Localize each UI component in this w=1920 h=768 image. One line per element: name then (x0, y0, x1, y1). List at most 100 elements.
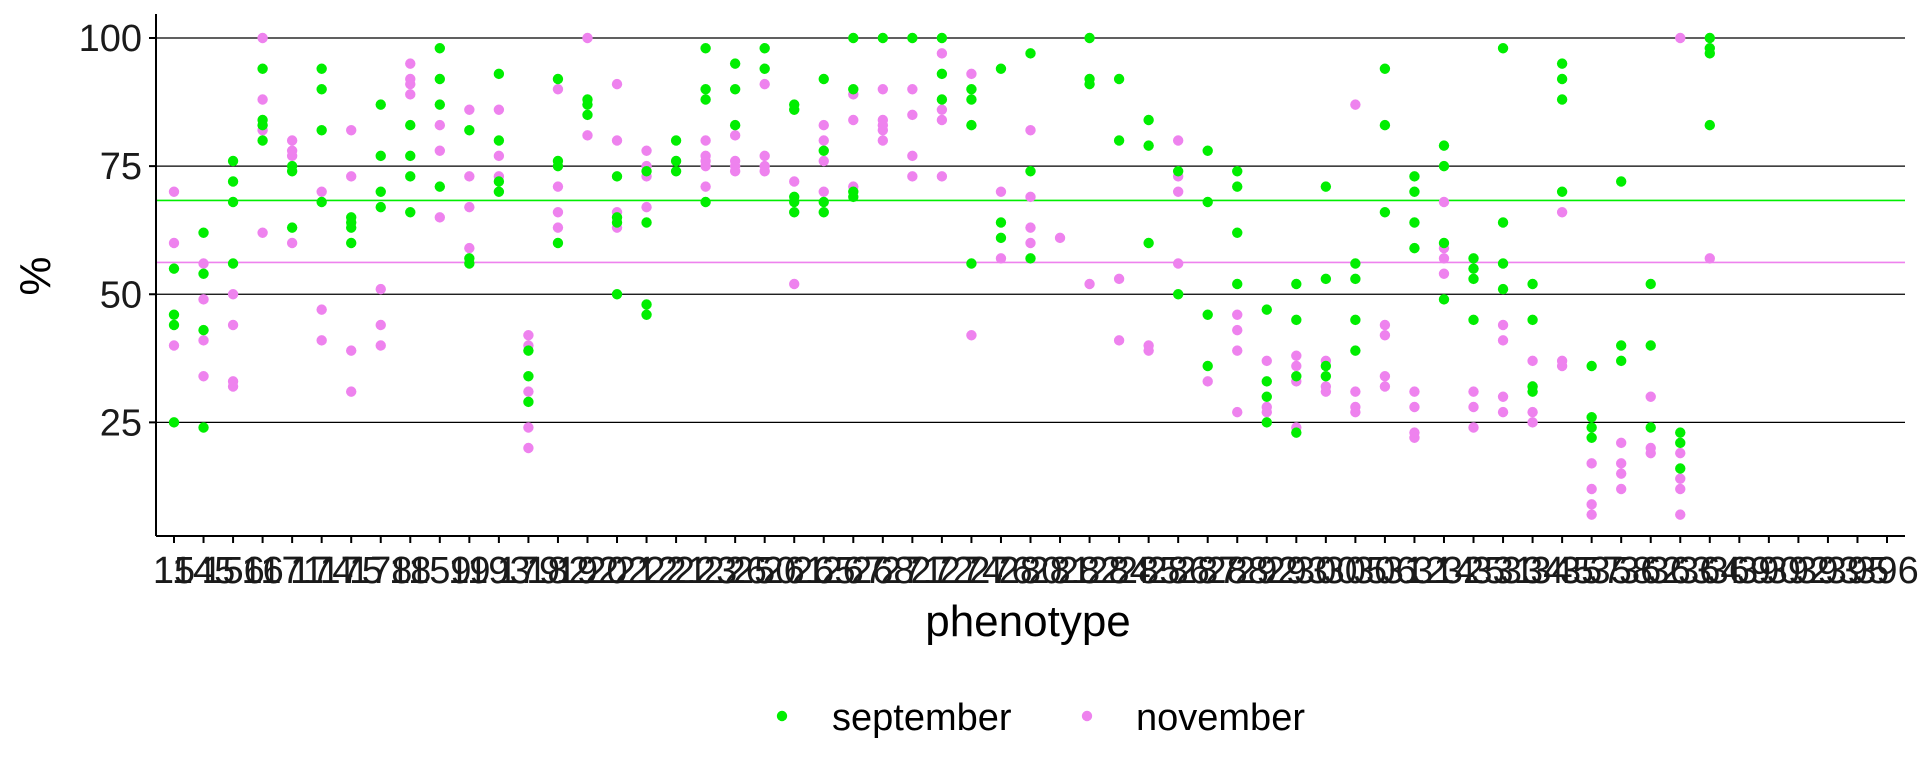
november-point (434, 119, 446, 131)
november-point (1468, 422, 1479, 433)
september-point (257, 63, 268, 74)
november-point (434, 212, 446, 223)
november-point (1586, 499, 1597, 510)
x-tick-label: 274 (940, 550, 1003, 592)
november-point (316, 304, 327, 315)
november-point (641, 145, 652, 156)
september-point (1704, 32, 1715, 44)
november-point (1438, 253, 1450, 264)
september-point (611, 171, 623, 182)
november-point (789, 176, 800, 187)
november-point (1645, 391, 1656, 402)
x-tick-label: 288 (1206, 550, 1269, 592)
september-point (670, 166, 682, 177)
september-point (1468, 273, 1479, 285)
x-tick-label: 282 (1058, 550, 1121, 592)
september-point (198, 324, 209, 336)
november-point (286, 237, 298, 249)
september-point (700, 94, 711, 105)
september-point (1675, 427, 1686, 438)
november-point (168, 340, 180, 351)
november-point (1704, 253, 1715, 264)
september-point (641, 309, 652, 320)
september-point (936, 68, 948, 80)
november-point (1438, 196, 1450, 208)
november-point (198, 335, 209, 346)
x-tick-label: 19 (448, 550, 490, 592)
x-tick-label: 174 (290, 550, 353, 592)
september-point (1291, 314, 1302, 326)
november-point (552, 222, 564, 233)
september-point (1261, 391, 1272, 402)
september-point (1675, 437, 1686, 449)
september-point (1261, 304, 1272, 315)
september-point (286, 166, 298, 177)
september-point (1232, 166, 1243, 177)
september-point (582, 109, 593, 121)
september-point (1438, 237, 1450, 249)
november-point (700, 181, 711, 192)
september-point (936, 32, 948, 44)
september-point (375, 150, 386, 162)
september-point (1350, 258, 1361, 269)
x-tick-label: 284 (1087, 550, 1150, 592)
september-point (1320, 273, 1332, 285)
x-tick-label: 265 (792, 550, 855, 592)
november-point (1586, 483, 1597, 495)
x-tick-label: 271 (881, 550, 944, 592)
september-point (995, 63, 1007, 74)
y-tick-label: 50 (100, 274, 142, 316)
y-axis-title: % (11, 256, 60, 295)
september-point (729, 58, 741, 69)
september-point (1084, 78, 1095, 90)
x-tick-label: 171 (260, 550, 323, 592)
september-point (1645, 278, 1656, 290)
september-point (670, 155, 682, 167)
september-point (1232, 227, 1243, 238)
november-point (1379, 371, 1391, 382)
september-point (641, 217, 652, 228)
november-point (966, 330, 977, 341)
november-point (375, 283, 386, 295)
november-point (552, 207, 564, 218)
september-point (375, 99, 386, 110)
september-point (818, 73, 829, 85)
september-point (552, 160, 564, 172)
x-tick-label: 292 (1235, 550, 1298, 592)
september-point (966, 258, 977, 269)
x-tick-label: 305 (1324, 550, 1387, 592)
november-point (1556, 207, 1568, 218)
november-point (1527, 406, 1538, 418)
november-point (523, 386, 534, 397)
september-point (818, 196, 829, 208)
november-point (848, 114, 859, 126)
september-point (611, 289, 623, 300)
september-point (1409, 186, 1420, 197)
x-tick-label: 281 (1028, 550, 1091, 592)
november-point (759, 166, 770, 177)
september-point (1409, 217, 1420, 228)
november-point (464, 201, 475, 213)
november-point (582, 32, 593, 44)
november-point (434, 145, 446, 156)
september-point (1232, 278, 1243, 290)
september-point (316, 196, 327, 208)
september-point (523, 371, 534, 382)
november-point (1172, 186, 1184, 197)
september-point (168, 309, 180, 320)
september-point (1172, 289, 1184, 300)
november-point (818, 135, 829, 146)
november-point (168, 237, 180, 249)
september-point (316, 63, 327, 74)
november-point (1172, 135, 1184, 146)
november-point (818, 119, 829, 131)
september-point (877, 32, 889, 44)
november-point (286, 135, 298, 146)
november-point (493, 150, 505, 162)
november-point (1113, 335, 1125, 346)
november-point (1025, 222, 1036, 233)
november-point (1320, 386, 1332, 397)
november-point (1615, 437, 1627, 449)
september-point (464, 125, 475, 136)
september-point (1350, 273, 1361, 285)
